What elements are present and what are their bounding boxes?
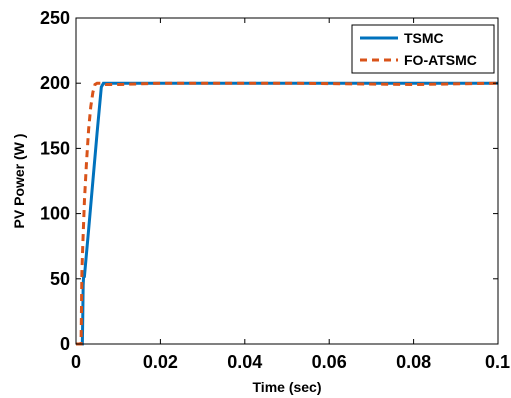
plot-area bbox=[76, 81, 499, 346]
legend-label-tsmc: TSMC bbox=[404, 30, 444, 46]
series-line-tsmc bbox=[76, 81, 498, 346]
x-tick-label: 0.02 bbox=[143, 352, 178, 372]
y-tick-label: 0 bbox=[60, 334, 70, 354]
x-tick-label: 0.08 bbox=[396, 352, 431, 372]
y-tick-label: 200 bbox=[40, 73, 70, 93]
x-tick-label: 0.04 bbox=[227, 352, 262, 372]
legend: TSMC FO-ATSMC bbox=[351, 24, 495, 74]
legend-label-fo-atsmc: FO-ATSMC bbox=[404, 52, 477, 68]
axes: 0 0.02 0.04 0.06 0.08 0.1 0 50 100 150 200 250 bbox=[40, 8, 510, 372]
legend-box bbox=[351, 24, 495, 74]
y-tick-label: 150 bbox=[40, 138, 70, 158]
x-tick-label: 0 bbox=[71, 352, 81, 372]
y-axis-label: PV Power (W ) bbox=[11, 134, 27, 229]
series-line-fo-atsmc bbox=[76, 81, 499, 346]
axes-box bbox=[75, 17, 499, 345]
x-tick-label: 0.06 bbox=[312, 352, 347, 372]
x-axis-label: Time (sec) bbox=[253, 379, 322, 395]
y-tick-label: 250 bbox=[40, 8, 70, 28]
y-tick-label: 50 bbox=[50, 269, 70, 289]
x-tick-label: 0.1 bbox=[485, 352, 510, 372]
y-tick-label: 100 bbox=[40, 204, 70, 224]
